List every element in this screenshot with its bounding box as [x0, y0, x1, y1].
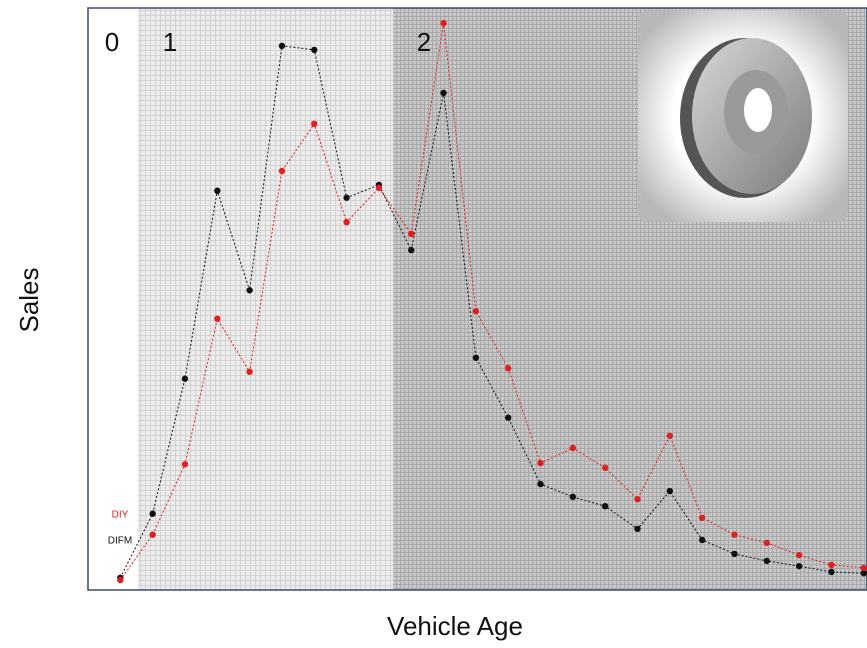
zone-label: 1: [163, 27, 177, 57]
data-point: [602, 503, 608, 509]
data-point: [667, 433, 673, 439]
data-point: [634, 496, 640, 502]
data-point: [311, 47, 317, 53]
data-point: [440, 20, 446, 26]
legend-label: DIY: [112, 510, 129, 521]
chart: Sales Vehicle Age 0 1 2 DIFM DIY: [0, 0, 867, 648]
data-point: [731, 532, 737, 538]
x-axis-label: Vehicle Age: [387, 611, 523, 641]
data-point: [214, 316, 220, 322]
data-point: [764, 540, 770, 546]
data-point: [634, 526, 640, 532]
data-point: [667, 488, 673, 494]
data-point: [440, 90, 446, 96]
data-point: [699, 515, 705, 521]
data-point: [473, 355, 479, 361]
data-point: [570, 494, 576, 500]
data-point: [279, 168, 285, 174]
zone-0: [88, 8, 138, 590]
zone-1: [138, 8, 393, 590]
data-point: [570, 445, 576, 451]
data-point: [602, 465, 608, 471]
data-point: [182, 461, 188, 467]
data-point: [796, 563, 802, 569]
data-point: [149, 532, 155, 538]
data-point: [311, 121, 317, 127]
data-point: [246, 287, 252, 293]
data-point: [473, 308, 479, 314]
data-point: [408, 231, 414, 237]
data-point: [505, 415, 511, 421]
data-point: [408, 247, 414, 253]
zone-label: 0: [105, 27, 119, 57]
data-point: [343, 219, 349, 225]
data-point: [764, 558, 770, 564]
data-point: [796, 552, 802, 558]
data-point: [537, 460, 543, 466]
data-point: [828, 562, 834, 568]
legend-label: DIFM: [108, 536, 132, 547]
data-point: [149, 511, 155, 517]
data-point: [861, 565, 867, 571]
data-point: [343, 195, 349, 201]
brake-disc-image: [638, 10, 848, 222]
data-point: [117, 577, 123, 583]
data-point: [279, 43, 285, 49]
y-axis-label: Sales: [14, 267, 44, 332]
data-point: [376, 185, 382, 191]
data-point: [828, 569, 834, 575]
zone-label: 2: [417, 27, 431, 57]
data-point: [246, 369, 252, 375]
data-point: [699, 537, 705, 543]
data-point: [731, 551, 737, 557]
data-point: [182, 376, 188, 382]
data-point: [537, 481, 543, 487]
data-point: [505, 365, 511, 371]
data-point: [214, 188, 220, 194]
